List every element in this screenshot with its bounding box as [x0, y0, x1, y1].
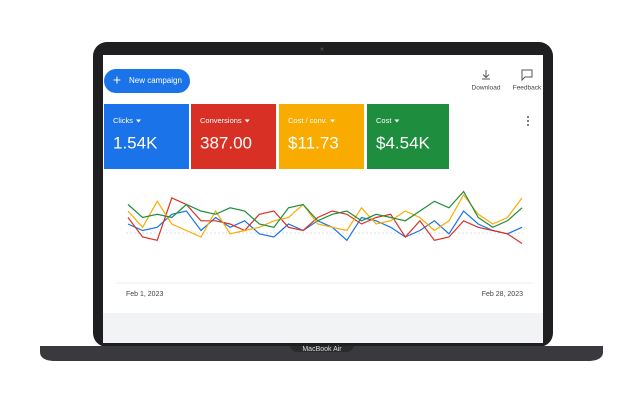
new-campaign-button[interactable] [104, 69, 190, 93]
card-label: Cost [376, 116, 392, 125]
card-value: $4.54K [376, 133, 431, 152]
series-line [127, 197, 523, 244]
series-line [127, 193, 523, 238]
camera [320, 47, 324, 51]
button-label: New campaign [129, 76, 182, 85]
dropdown-arrow [330, 119, 336, 123]
feedback-icon[interactable] [521, 69, 533, 82]
base-notch [290, 346, 354, 352]
dropdown-arrow [394, 119, 400, 123]
metric-card[interactable] [104, 104, 189, 169]
laptop-base [40, 346, 603, 361]
device-label: MacBook Air [302, 346, 342, 353]
card-label: Conversions [200, 116, 242, 125]
card-value: $11.73 [288, 133, 339, 152]
dashboard [103, 55, 543, 313]
metric-card[interactable] [191, 104, 276, 169]
x-label: Feb 1, 2023 [126, 291, 163, 298]
download-icon[interactable] [482, 70, 490, 80]
more-menu[interactable] [527, 116, 529, 126]
card-label: Clicks [113, 116, 133, 125]
series-line [127, 190, 523, 228]
card-value: 1.54K [113, 133, 158, 152]
metric-card[interactable] [279, 104, 364, 169]
plus-icon: + [113, 72, 121, 88]
dropdown-arrow [136, 119, 141, 123]
card-value: 387.00 [200, 133, 252, 152]
x-label: Feb 28, 2023 [482, 291, 523, 298]
metric-card[interactable] [367, 104, 449, 169]
dropdown-arrow [244, 119, 250, 123]
series-line [127, 210, 523, 242]
card-label: Cost / conv. [288, 116, 327, 125]
download-label[interactable]: Download [472, 85, 501, 92]
feedback-label[interactable]: Feedback [513, 85, 542, 92]
